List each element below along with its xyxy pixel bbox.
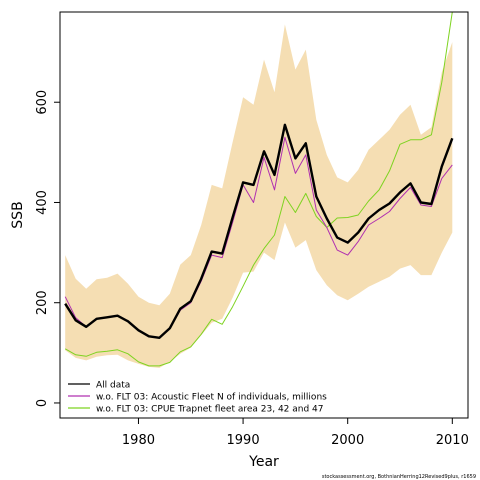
series-line-3 (64, 11, 453, 367)
x-axis-title: Year (248, 454, 279, 470)
legend: All data w.o. FLT 03: Acoustic Fleet N of… (68, 381, 327, 415)
x-tick-label: 1990 (227, 433, 260, 448)
x-axis: 1980 1990 2000 2010 (122, 418, 469, 448)
confidence-band (65, 24, 453, 368)
y-tick-label: 0 (35, 399, 50, 407)
footer-credit: stockassessment.org, BothnianHerring12Re… (322, 474, 476, 480)
confidence-band-layer (65, 24, 453, 368)
x-tick-label: 2000 (331, 433, 364, 448)
y-axis-title: SSB (10, 201, 26, 228)
legend-label-1: All data (96, 381, 130, 391)
legend-label-3: w.o. FLT 03: CPUE Trapnet fleet area 23,… (96, 405, 324, 415)
y-tick-label: 400 (35, 190, 50, 215)
x-tick-label: 2010 (436, 433, 469, 448)
series-line-1 (64, 123, 454, 339)
x-tick-label: 1980 (122, 433, 155, 448)
series-layer (64, 11, 454, 367)
y-tick-label: 600 (35, 90, 50, 115)
plot-frame (59, 11, 469, 419)
legend-label-2: w.o. FLT 03: Acoustic Fleet N of individ… (96, 393, 327, 403)
y-tick-label: 200 (35, 290, 50, 315)
y-axis: 0 200 400 600 (35, 90, 60, 407)
